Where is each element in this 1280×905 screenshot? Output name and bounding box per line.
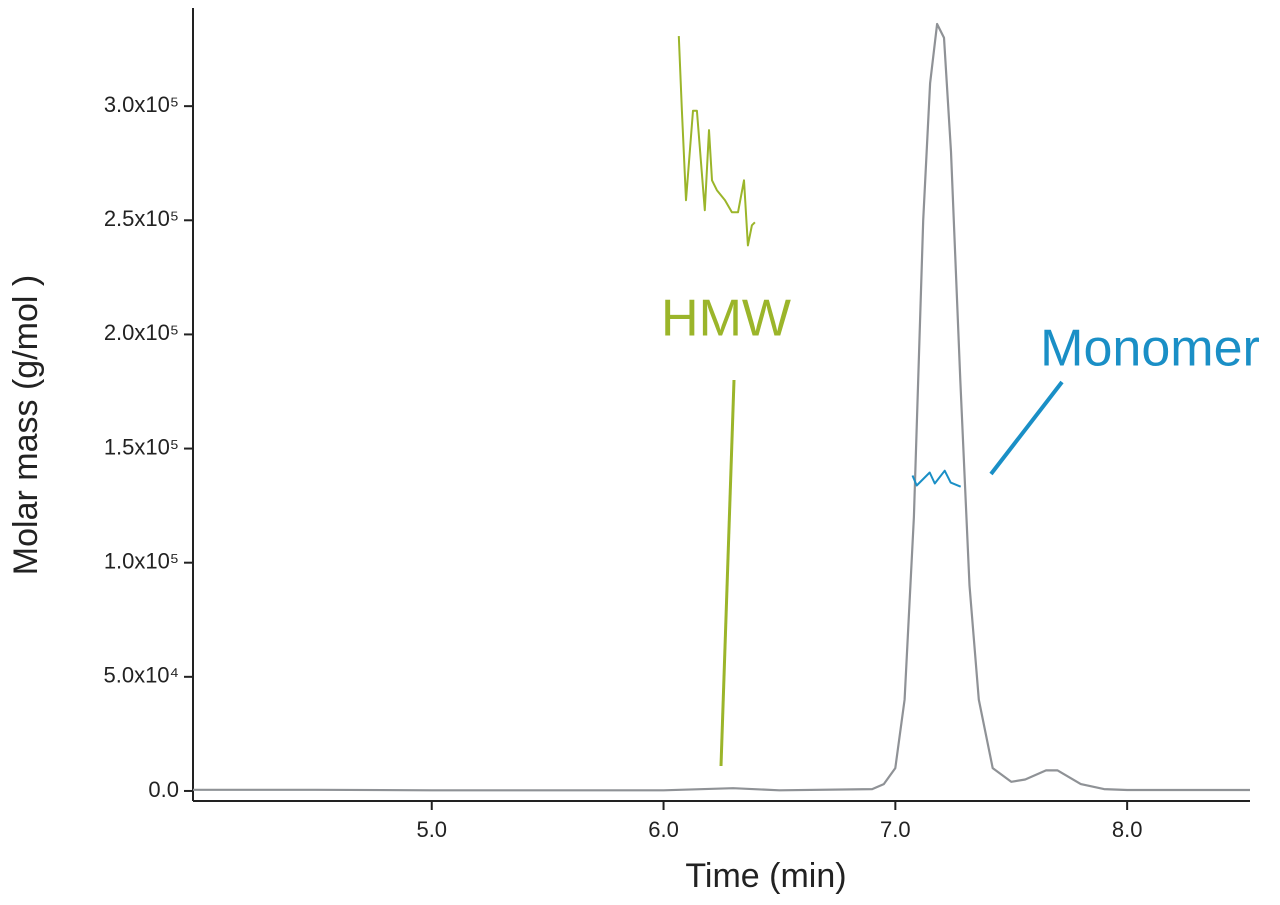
- series-annotation: HMW: [661, 290, 791, 348]
- y-tick-label: 3.0x10⁵: [104, 92, 179, 117]
- y-tick-label: 2.0x10⁵: [104, 320, 179, 345]
- series-annotation: Monomer: [1040, 320, 1260, 378]
- monomer-pointer: [989, 380, 1064, 476]
- x-tick-label: 6.0: [648, 817, 679, 842]
- y-axis-label: Molar mass (g/mol ): [7, 275, 45, 575]
- series-line: [911, 469, 962, 488]
- x-tick-label: 8.0: [1112, 817, 1143, 842]
- series-line: [193, 22, 1250, 792]
- y-tick-label: 0.0: [148, 777, 179, 802]
- y-tick-label: 5.0x10⁴: [103, 663, 179, 688]
- series-line: [677, 36, 756, 247]
- y-tick-label: 1.0x10⁵: [104, 549, 179, 574]
- x-tick-label: 5.0: [416, 817, 447, 842]
- x-tick-label: 7.0: [880, 817, 911, 842]
- y-tick-label: 2.5x10⁵: [104, 206, 179, 231]
- hmw-pointer: [719, 379, 736, 767]
- x-axis-label: Time (min): [685, 857, 846, 895]
- y-tick-label: 1.5x10⁵: [104, 434, 179, 459]
